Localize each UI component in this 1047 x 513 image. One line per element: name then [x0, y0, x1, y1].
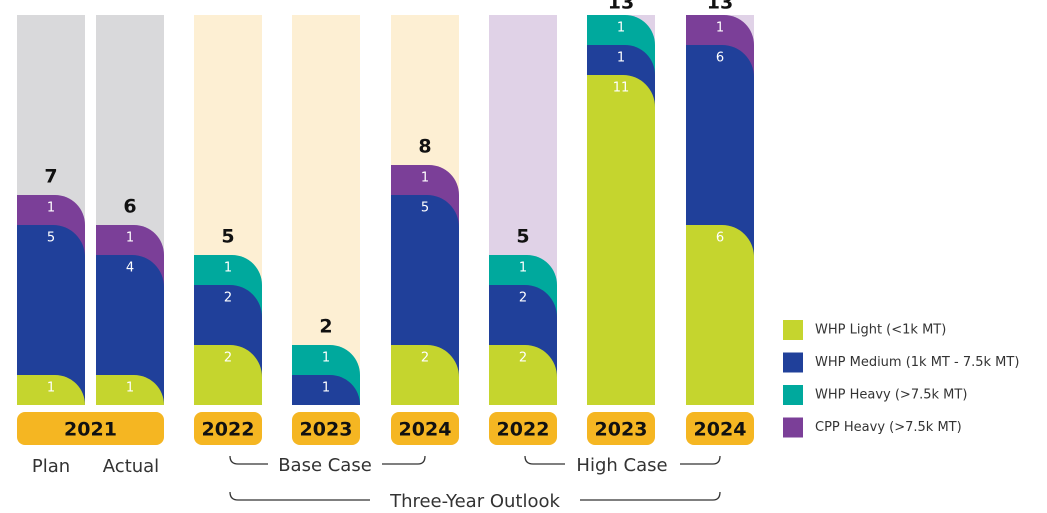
bar-segment — [96, 255, 164, 375]
bar-segment — [686, 45, 754, 225]
outlook-label: Three-Year Outlook — [389, 491, 560, 512]
category-label: Actual — [103, 456, 159, 477]
year-pill — [587, 412, 655, 445]
segment-label: 6 — [716, 51, 724, 66]
segment-label: 1 — [126, 231, 134, 246]
total-label: 13 — [707, 0, 733, 14]
year-label: 2024 — [694, 419, 747, 441]
legend-swatch — [783, 320, 803, 340]
segment-label: 1 — [47, 201, 55, 216]
total-label: 5 — [221, 226, 234, 248]
bar-segment — [686, 225, 754, 405]
bar-segment — [194, 255, 262, 285]
year-label: 2023 — [595, 419, 648, 441]
segment-label: 1 — [322, 351, 330, 366]
year-pill — [17, 412, 164, 445]
total-label: 13 — [608, 0, 634, 14]
bar-segment — [194, 345, 262, 405]
bar-segment — [17, 195, 85, 225]
year-pill — [391, 412, 459, 445]
bar-segment — [96, 375, 164, 405]
year-label: 2024 — [399, 419, 452, 441]
bar-segment — [17, 225, 85, 375]
segment-label: 6 — [716, 231, 724, 246]
year-pill — [292, 412, 360, 445]
bar-segment — [587, 45, 655, 75]
bar-segment — [489, 345, 557, 405]
segment-label: 1 — [322, 381, 330, 396]
bar-segment — [292, 375, 360, 405]
bracket — [524, 455, 721, 465]
segment-label: 1 — [617, 21, 625, 36]
segment-label: 1 — [224, 261, 232, 276]
bar-segment — [391, 165, 459, 195]
year-pill — [686, 412, 754, 445]
category-label: Plan — [32, 456, 70, 477]
legend-swatch — [783, 417, 803, 438]
group-label: High Case — [576, 455, 667, 476]
bar-segment — [194, 285, 262, 345]
year-label: 2023 — [300, 419, 353, 441]
legend-label: CPP Heavy (>7.5k MT) — [815, 420, 962, 435]
bar-segment — [489, 255, 557, 285]
total-label: 6 — [123, 196, 136, 218]
legend-swatch — [783, 385, 803, 405]
year-label: 2022 — [497, 419, 550, 441]
bar-segment — [489, 285, 557, 345]
segment-label: 1 — [617, 51, 625, 66]
segment-layer — [17, 15, 754, 405]
total-label: 7 — [44, 166, 57, 188]
bar-segment — [17, 375, 85, 405]
bracket — [229, 455, 426, 465]
segment-label: 5 — [421, 201, 429, 216]
year-pill — [489, 412, 557, 445]
total-label: 8 — [418, 136, 431, 158]
legend-label: WHP Heavy (>7.5k MT) — [815, 388, 967, 403]
total-label: 2 — [319, 316, 332, 338]
segment-label: 11 — [613, 81, 630, 96]
bar-segment — [391, 195, 459, 345]
segment-label: 5 — [47, 231, 55, 246]
bar-segment — [587, 15, 655, 45]
bracket — [229, 491, 721, 501]
segment-label: 4 — [126, 261, 134, 276]
year-label: 2022 — [202, 419, 255, 441]
bar-segment — [391, 345, 459, 405]
segment-label: 1 — [47, 381, 55, 396]
column-background — [292, 15, 360, 405]
segment-label: 2 — [519, 291, 527, 306]
bar-segment — [96, 225, 164, 255]
segment-label: 2 — [224, 351, 232, 366]
year-label: 2021 — [64, 419, 117, 441]
segment-label: 1 — [421, 171, 429, 186]
segment-label: 1 — [716, 21, 724, 36]
legend-label: WHP Light (<1k MT) — [815, 323, 946, 338]
legend-swatch — [783, 352, 803, 373]
total-label: 5 — [516, 226, 529, 248]
segment-label: 2 — [519, 351, 527, 366]
segment-label: 1 — [126, 381, 134, 396]
bar-segment — [292, 345, 360, 375]
bar-segment — [686, 15, 754, 45]
legend-label: WHP Medium (1k MT - 7.5k MT) — [815, 355, 1019, 370]
segment-label: 2 — [224, 291, 232, 306]
segment-label: 2 — [421, 351, 429, 366]
segment-label: 1 — [519, 261, 527, 276]
year-pill — [194, 412, 262, 445]
group-label: Base Case — [278, 455, 372, 476]
bar-segment — [587, 75, 655, 405]
